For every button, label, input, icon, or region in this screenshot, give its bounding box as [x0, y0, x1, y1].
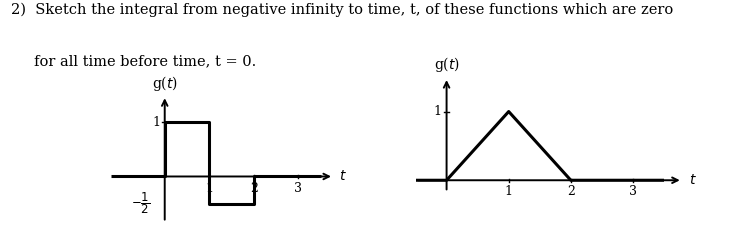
Text: g($t$): g($t$) — [433, 55, 459, 74]
Text: 2: 2 — [567, 185, 575, 198]
Text: $t$: $t$ — [689, 173, 697, 187]
Text: $t$: $t$ — [339, 170, 347, 183]
Text: 2: 2 — [250, 182, 257, 195]
Text: 1: 1 — [152, 116, 160, 129]
Text: g($t$): g($t$) — [151, 74, 178, 93]
Text: 2)  Sketch the integral from negative infinity to time, t, of these functions wh: 2) Sketch the integral from negative inf… — [11, 2, 674, 17]
Text: 1: 1 — [505, 185, 513, 198]
Text: 1: 1 — [433, 105, 441, 118]
Text: $-\dfrac{1}{2}$: $-\dfrac{1}{2}$ — [131, 191, 150, 216]
Text: 3: 3 — [295, 182, 302, 195]
Text: 1: 1 — [206, 182, 213, 195]
Text: for all time before time, t = 0.: for all time before time, t = 0. — [11, 54, 257, 69]
Text: 3: 3 — [629, 185, 637, 198]
